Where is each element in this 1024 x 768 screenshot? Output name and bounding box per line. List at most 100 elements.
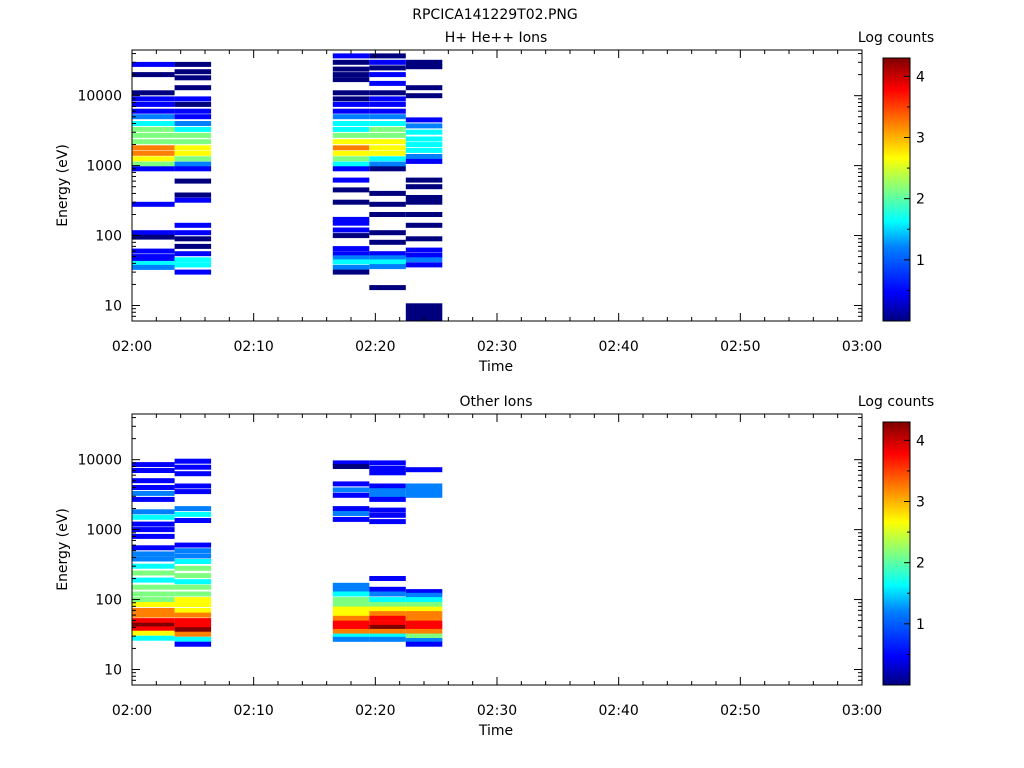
heatmap-cell: [174, 114, 212, 120]
heatmap-cell: [132, 485, 175, 490]
heatmap-cell: [332, 591, 370, 597]
heatmap-cell: [369, 139, 406, 145]
heatmap-cell: [174, 565, 212, 571]
heatmap-cell: [405, 638, 443, 643]
heatmap-cell: [132, 462, 175, 468]
heatmap-cell: [174, 622, 212, 628]
colorbar-tick-label: 3: [916, 495, 925, 511]
heatmap-cell: [174, 156, 212, 162]
heatmap-cell: [332, 255, 370, 261]
heatmap-cell: [132, 61, 175, 67]
heatmap-cell: [405, 129, 443, 135]
heatmap-cell: [332, 53, 370, 59]
heatmap-cell: [132, 201, 175, 207]
heatmap-cell: [332, 251, 370, 257]
heatmap-cell: [369, 488, 406, 494]
colorbar-ticks: 1 2 3 4: [904, 433, 925, 655]
heatmap-cell: [369, 264, 406, 270]
heatmap-cell: [332, 264, 370, 270]
heatmap-cell: [132, 166, 175, 172]
heatmap-cell: [369, 512, 406, 518]
heatmap-cell: [174, 192, 212, 198]
heatmap-cell: [132, 490, 175, 496]
y-tick-label: 1000: [86, 159, 122, 175]
heatmap-cell: [405, 222, 443, 228]
heatmap-cell: [332, 101, 370, 107]
heatmap-cell: [405, 592, 443, 598]
heatmap-cell: [174, 584, 212, 590]
y-tick-label: 10000: [77, 89, 122, 105]
heatmap-cell: [174, 591, 212, 597]
heatmap-cell: [405, 247, 443, 253]
heatmap-cell: [132, 264, 175, 270]
heatmap-cell: [132, 126, 175, 132]
heatmap-cell: [405, 262, 443, 268]
y-tick-label: 100: [95, 229, 122, 245]
heatmap-cell: [332, 139, 370, 145]
colorbar-label: Log counts: [858, 30, 934, 46]
heatmap-cell: [369, 597, 406, 603]
heatmap-cell: [405, 252, 443, 258]
x-tick-label: 03:00: [842, 703, 882, 719]
heatmap-cell: [132, 121, 175, 126]
x-tick-label: 02:40: [598, 703, 638, 719]
heatmap-cell: [369, 620, 406, 626]
heatmap-cell: [405, 633, 443, 639]
heatmap-cell: [132, 556, 175, 562]
heatmap-cell: [132, 527, 175, 533]
heatmap-cell: [132, 101, 175, 107]
heatmap-cell: [332, 259, 370, 265]
heatmap-cell: [369, 576, 406, 581]
heatmap-cell: [405, 142, 443, 148]
heatmap-cell: [369, 636, 406, 642]
heatmap-cell: [332, 114, 370, 120]
heatmap-cell: [332, 492, 370, 498]
heatmap-cell: [174, 166, 212, 172]
heatmap-cell: [369, 212, 406, 217]
x-tick-label: 02:10: [233, 703, 273, 719]
heatmap-cell: [332, 586, 370, 592]
heatmap-cell: [132, 514, 175, 520]
heatmap-cell: [174, 178, 212, 184]
heatmap-cell: [174, 631, 212, 637]
heatmap-cell: [132, 597, 175, 603]
heatmap-cell: [132, 618, 175, 624]
heatmap-cell: [405, 199, 443, 205]
heatmap-cell: [332, 59, 370, 65]
heatmap-cell: [132, 591, 175, 597]
heatmap-cell: [332, 199, 370, 205]
x-axis: 02:00 02:10 02:20 02:30 02:40 02:50 03:00: [112, 414, 882, 719]
heatmap-cell: [332, 108, 370, 114]
heatmap-cell: [405, 467, 443, 473]
x-tick-label: 02:30: [477, 339, 517, 355]
heatmap-cell: [132, 602, 175, 607]
heatmap-cell: [405, 615, 443, 621]
x-tick-label: 02:00: [112, 339, 152, 355]
heatmap-cell: [174, 483, 212, 489]
heatmap-cell: [132, 156, 175, 162]
heatmap-cell: [174, 257, 212, 263]
heatmap-cell: [174, 573, 212, 579]
heatmap-cell: [332, 145, 370, 151]
heatmap-cell: [174, 251, 212, 257]
heatmap-cell: [369, 126, 406, 132]
heatmap-cell: [332, 246, 370, 252]
heatmap-cell: [174, 489, 212, 495]
heatmap-cell: [132, 96, 175, 102]
heatmap-cell: [405, 195, 443, 200]
heatmap-cell: [369, 53, 406, 59]
heatmap-cell: [174, 230, 212, 236]
heatmap-cell: [132, 626, 175, 632]
heatmap-cell: [332, 220, 370, 226]
heatmap-cell: [174, 101, 212, 107]
heatmap-cell: [174, 197, 212, 203]
heatmap-cell: [369, 80, 406, 86]
heatmap-cell: [132, 260, 175, 266]
panel-h-he-ions: H+ He++ Ions Log counts 10 100 1000 10000 0…: [55, 30, 934, 375]
heatmap-cells: [132, 53, 443, 322]
x-tick-label: 02:40: [598, 339, 638, 355]
x-tick-label: 02:20: [355, 339, 395, 355]
heatmap-cell: [405, 147, 443, 153]
heatmap-cell: [174, 108, 212, 114]
heatmap-cell: [332, 602, 370, 607]
